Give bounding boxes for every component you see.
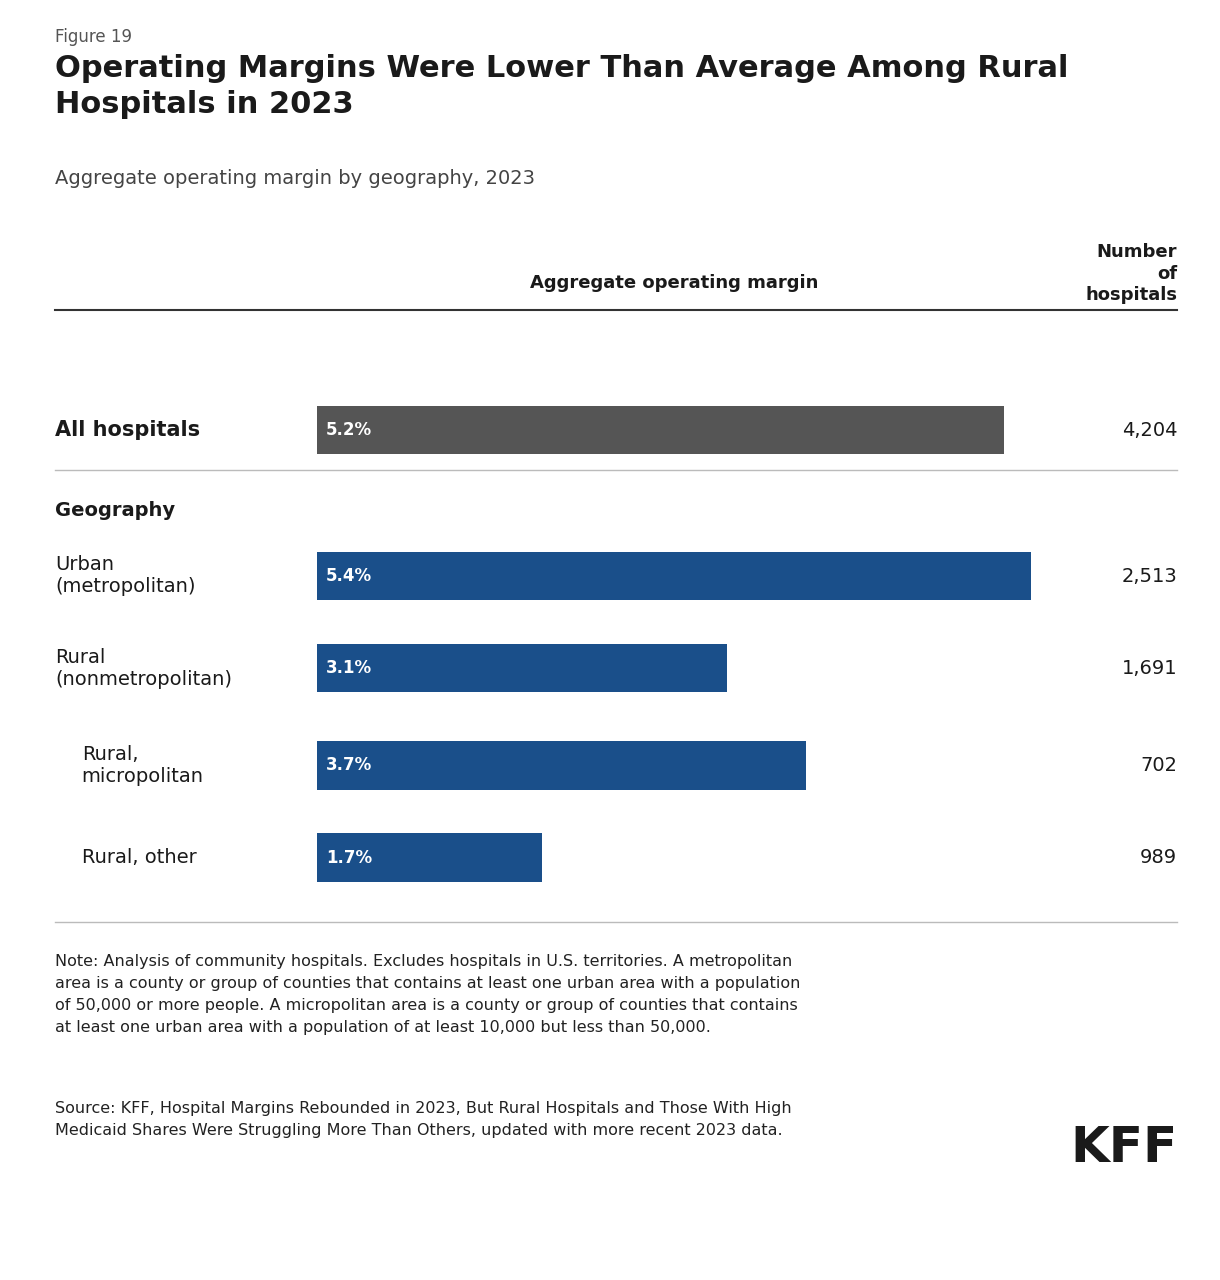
Text: Aggregate operating margin by geography, 2023: Aggregate operating margin by geography,… bbox=[55, 169, 534, 188]
Text: Operating Margins Were Lower Than Average Among Rural
Hospitals in 2023: Operating Margins Were Lower Than Averag… bbox=[55, 54, 1069, 119]
Text: 1,691: 1,691 bbox=[1121, 659, 1177, 677]
Text: 5.4%: 5.4% bbox=[326, 567, 372, 585]
Text: 989: 989 bbox=[1141, 849, 1177, 867]
Text: Rural,
micropolitan: Rural, micropolitan bbox=[82, 745, 204, 786]
Text: Number
of
hospitals: Number of hospitals bbox=[1086, 243, 1177, 305]
Text: 702: 702 bbox=[1141, 756, 1177, 774]
Text: KFF: KFF bbox=[1070, 1124, 1177, 1172]
Text: 3.1%: 3.1% bbox=[326, 659, 372, 677]
Text: 2,513: 2,513 bbox=[1121, 567, 1177, 585]
Text: Aggregate operating margin: Aggregate operating margin bbox=[529, 274, 819, 292]
Text: Rural, other: Rural, other bbox=[82, 849, 196, 867]
Text: 3.7%: 3.7% bbox=[326, 756, 372, 774]
Text: All hospitals: All hospitals bbox=[55, 420, 200, 440]
Text: Figure 19: Figure 19 bbox=[55, 28, 132, 46]
Text: Rural
(nonmetropolitan): Rural (nonmetropolitan) bbox=[55, 648, 232, 689]
Text: 4,204: 4,204 bbox=[1122, 421, 1177, 439]
Text: Source: KFF, Hospital Margins Rebounded in 2023, But Rural Hospitals and Those W: Source: KFF, Hospital Margins Rebounded … bbox=[55, 1101, 792, 1138]
Text: Geography: Geography bbox=[55, 502, 174, 520]
Text: 5.2%: 5.2% bbox=[326, 421, 372, 439]
Text: Urban
(metropolitan): Urban (metropolitan) bbox=[55, 556, 195, 596]
Text: 1.7%: 1.7% bbox=[326, 849, 372, 867]
Text: Note: Analysis of community hospitals. Excludes hospitals in U.S. territories. A: Note: Analysis of community hospitals. E… bbox=[55, 954, 800, 1036]
